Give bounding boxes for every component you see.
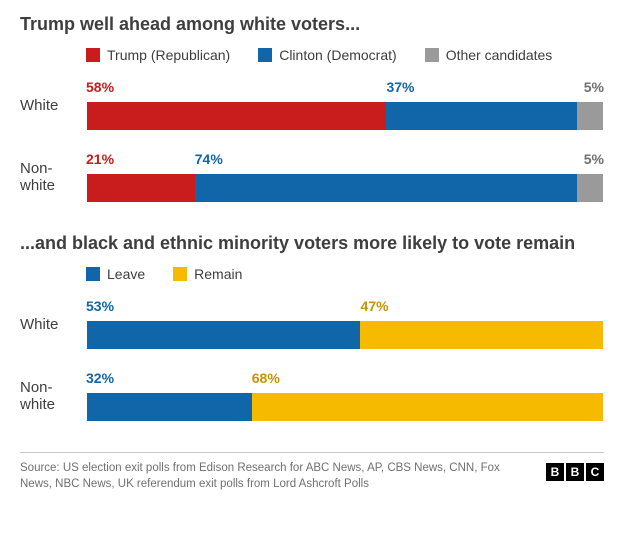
bar-row: Non-white21% 74% 5% xyxy=(20,151,604,203)
value-label: 5% xyxy=(584,79,604,95)
bar-segment xyxy=(87,321,360,349)
bar-segment xyxy=(386,102,577,130)
legend-swatch xyxy=(86,267,100,281)
legend-label: Remain xyxy=(194,266,242,282)
legend-item: Remain xyxy=(173,266,242,282)
bar-wrap: 58% 37% 5% xyxy=(86,79,604,131)
legend: Leave Remain xyxy=(86,266,604,282)
bbc-block: B xyxy=(566,463,584,481)
chart-us-election: Trump well ahead among white voters... T… xyxy=(20,14,604,203)
source-text: Source: US election exit polls from Edis… xyxy=(20,461,530,492)
value-label: 21% xyxy=(86,151,114,167)
bbc-block: B xyxy=(546,463,564,481)
bar-segment xyxy=(87,393,252,421)
bar-segment xyxy=(252,393,603,421)
value-label: 47% xyxy=(361,298,389,314)
row-label: Non-white xyxy=(20,379,86,413)
bbc-logo: B B C xyxy=(546,463,604,481)
chart-uk-referendum: ...and black and ethnic minority voters … xyxy=(20,233,604,422)
stacked-bar xyxy=(86,173,604,203)
footer: Source: US election exit polls from Edis… xyxy=(20,452,604,492)
chart-title: Trump well ahead among white voters... xyxy=(20,14,604,35)
bar-segment xyxy=(577,174,603,202)
legend-label: Clinton (Democrat) xyxy=(279,47,396,63)
legend-label: Other candidates xyxy=(446,47,553,63)
bar-segment xyxy=(87,102,386,130)
bar-row: Non-white32% 68% xyxy=(20,370,604,422)
legend-item: Trump (Republican) xyxy=(86,47,230,63)
bar-segment xyxy=(195,174,577,202)
value-labels: 53% 47% xyxy=(86,298,604,318)
legend-swatch xyxy=(173,267,187,281)
chart-title: ...and black and ethnic minority voters … xyxy=(20,233,604,254)
bar-segment xyxy=(577,102,603,130)
legend-item: Other candidates xyxy=(425,47,553,63)
value-label: 58% xyxy=(86,79,114,95)
row-label: Non-white xyxy=(20,160,86,194)
bar-row: White58% 37% 5% xyxy=(20,79,604,131)
stacked-bar xyxy=(86,320,604,350)
bar-wrap: 32% 68% xyxy=(86,370,604,422)
value-label: 74% xyxy=(195,151,223,167)
legend-label: Trump (Republican) xyxy=(107,47,230,63)
bbc-block: C xyxy=(586,463,604,481)
legend-swatch xyxy=(258,48,272,62)
row-label: White xyxy=(20,316,86,333)
legend: Trump (Republican) Clinton (Democrat) Othe… xyxy=(86,47,604,63)
value-labels: 21% 74% 5% xyxy=(86,151,604,171)
value-label: 32% xyxy=(86,370,114,386)
value-labels: 32% 68% xyxy=(86,370,604,390)
bar-segment xyxy=(360,321,603,349)
value-labels: 58% 37% 5% xyxy=(86,79,604,99)
row-label: White xyxy=(20,97,86,114)
bar-row: White53% 47% xyxy=(20,298,604,350)
legend-label: Leave xyxy=(107,266,145,282)
legend-item: Clinton (Democrat) xyxy=(258,47,396,63)
bar-segment xyxy=(87,174,195,202)
stacked-bar xyxy=(86,101,604,131)
value-label: 68% xyxy=(252,370,280,386)
bar-wrap: 53% 47% xyxy=(86,298,604,350)
legend-swatch xyxy=(86,48,100,62)
legend-item: Leave xyxy=(86,266,145,282)
bar-wrap: 21% 74% 5% xyxy=(86,151,604,203)
legend-swatch xyxy=(425,48,439,62)
value-label: 37% xyxy=(386,79,414,95)
value-label: 53% xyxy=(86,298,114,314)
value-label: 5% xyxy=(584,151,604,167)
stacked-bar xyxy=(86,392,604,422)
